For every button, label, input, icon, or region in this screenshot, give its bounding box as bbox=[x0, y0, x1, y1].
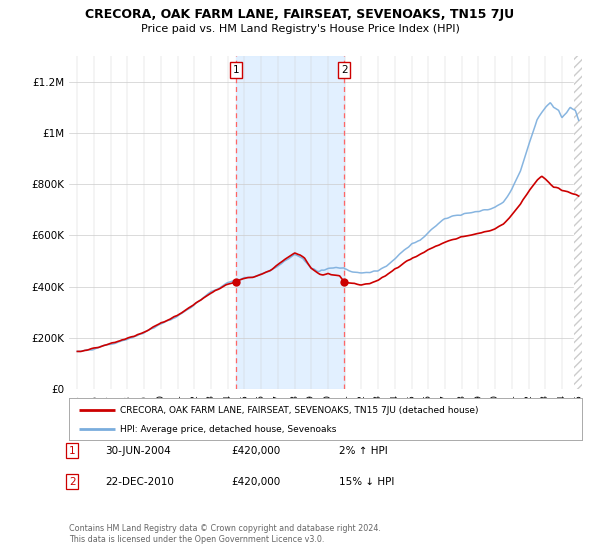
Text: 2: 2 bbox=[341, 65, 347, 75]
Text: 1: 1 bbox=[69, 446, 76, 456]
Text: 1: 1 bbox=[233, 65, 239, 75]
Text: £420,000: £420,000 bbox=[231, 446, 280, 456]
Text: 15% ↓ HPI: 15% ↓ HPI bbox=[339, 477, 394, 487]
Text: Contains HM Land Registry data © Crown copyright and database right 2024.: Contains HM Land Registry data © Crown c… bbox=[69, 524, 381, 533]
Text: This data is licensed under the Open Government Licence v3.0.: This data is licensed under the Open Gov… bbox=[69, 535, 325, 544]
Text: 2: 2 bbox=[69, 477, 76, 487]
Text: £420,000: £420,000 bbox=[231, 477, 280, 487]
Bar bbox=[574, 56, 582, 389]
Text: 2% ↑ HPI: 2% ↑ HPI bbox=[339, 446, 388, 456]
Text: 22-DEC-2010: 22-DEC-2010 bbox=[105, 477, 174, 487]
Text: 30-JUN-2004: 30-JUN-2004 bbox=[105, 446, 171, 456]
Bar bbox=[574, 56, 582, 389]
Text: CRECORA, OAK FARM LANE, FAIRSEAT, SEVENOAKS, TN15 7JU (detached house): CRECORA, OAK FARM LANE, FAIRSEAT, SEVENO… bbox=[120, 405, 479, 415]
Text: HPI: Average price, detached house, Sevenoaks: HPI: Average price, detached house, Seve… bbox=[120, 424, 337, 433]
Bar bbox=[236, 56, 344, 389]
Text: Price paid vs. HM Land Registry's House Price Index (HPI): Price paid vs. HM Land Registry's House … bbox=[140, 24, 460, 34]
Text: CRECORA, OAK FARM LANE, FAIRSEAT, SEVENOAKS, TN15 7JU: CRECORA, OAK FARM LANE, FAIRSEAT, SEVENO… bbox=[85, 8, 515, 21]
